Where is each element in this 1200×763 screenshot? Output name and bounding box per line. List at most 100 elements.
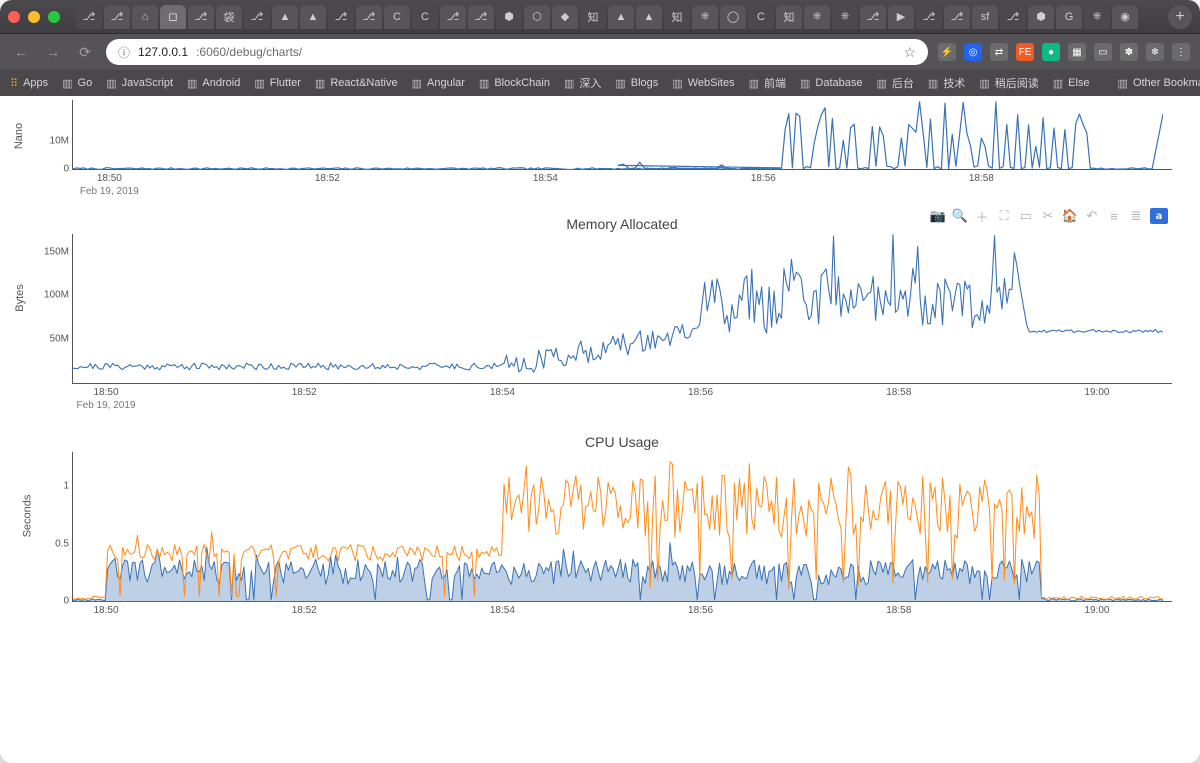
new-tab-button[interactable]: + (1168, 5, 1192, 29)
extension-icon[interactable]: ⚡ (938, 43, 956, 61)
bookmark-folder[interactable]: ▥Database (800, 75, 863, 91)
chart-tool-button[interactable]: 📷 (930, 208, 946, 224)
bookmark-folder[interactable]: ▥技术 (928, 75, 965, 91)
bookmark-folder[interactable]: ▥深入 (564, 75, 601, 91)
browser-tab[interactable]: C (748, 5, 774, 29)
chart-tool-button[interactable]: ▭ (1018, 208, 1034, 224)
chart-plot-area[interactable]: 010M18:50Feb 19, 201918:5218:5418:5618:5… (72, 100, 1172, 170)
other-bookmarks-button[interactable]: ▥Other Bookmarks (1118, 77, 1200, 90)
chart-tool-button[interactable]: ≡ (1106, 208, 1122, 224)
bookmark-folder[interactable]: ▥Else (1053, 75, 1090, 91)
browser-tab[interactable]: ◻︎ (160, 5, 186, 29)
browser-tab[interactable]: ⎈ (692, 5, 718, 29)
browser-tab[interactable]: ⌂ (132, 5, 158, 29)
browser-tab[interactable]: G (1056, 5, 1082, 29)
extension-icon[interactable]: ▦ (1068, 43, 1086, 61)
browser-tab[interactable]: ⎇ (188, 5, 214, 29)
browser-tab[interactable]: ⎇ (76, 5, 102, 29)
extension-icon[interactable]: ⇄ (990, 43, 1008, 61)
minimize-window-button[interactable] (28, 11, 40, 23)
site-info-icon[interactable]: ⓘ (118, 44, 130, 61)
browser-tab[interactable]: ▲ (608, 5, 634, 29)
browser-tab[interactable]: ▲ (300, 5, 326, 29)
browser-tab[interactable]: ⬢ (1028, 5, 1054, 29)
browser-tab[interactable]: ◯ (720, 5, 746, 29)
page-content: Nano 010M18:50Feb 19, 201918:5218:5418:5… (0, 96, 1200, 763)
bookmark-folder[interactable]: ▥Flutter (254, 75, 301, 91)
browser-tab[interactable]: 知 (580, 5, 606, 29)
bookmarks-bar: ⠿Apps ▥Go ▥JavaScript ▥Android ▥Flutter ▥Rea… (0, 70, 1200, 96)
browser-tab[interactable]: ⎇ (944, 5, 970, 29)
bookmark-folder[interactable]: ▥WebSites (672, 75, 734, 91)
browser-tab[interactable]: sf (972, 5, 998, 29)
browser-tab[interactable]: ⬢ (496, 5, 522, 29)
bookmark-folder[interactable]: ▥后台 (877, 75, 914, 91)
browser-tab[interactable]: ▶ (888, 5, 914, 29)
bookmark-folder[interactable]: ▥Go (62, 75, 92, 91)
browser-tab[interactable]: ⎇ (440, 5, 466, 29)
extension-icon[interactable]: ⋮ (1172, 43, 1190, 61)
tab-list: ⎇⎇⌂◻︎⎇袋⎇▲▲⎇⎇CC⎇⎇⬢⬡◆知▲▲知⎈◯C知⎈⎈⎇▶⎇⎇sf⎇⬢G⎈◉ (76, 5, 1156, 29)
browser-tab[interactable]: ◉ (1112, 5, 1138, 29)
nav-forward-button[interactable]: → (42, 41, 64, 63)
chart-nanoseconds: Nano 010M18:50Feb 19, 201918:5218:5418:5… (0, 96, 1200, 176)
browser-tab[interactable]: 袋 (216, 5, 242, 29)
bookmark-folder[interactable]: ▥Blogs (615, 75, 658, 91)
browser-tab[interactable]: ⎇ (244, 5, 270, 29)
browser-tab[interactable]: 知 (664, 5, 690, 29)
browser-tabstrip: ⎇⎇⌂◻︎⎇袋⎇▲▲⎇⎇CC⎇⎇⬢⬡◆知▲▲知⎈◯C知⎈⎈⎇▶⎇⎇sf⎇⬢G⎈◉… (0, 0, 1200, 34)
extension-icon[interactable]: FE (1016, 43, 1034, 61)
close-window-button[interactable] (8, 11, 20, 23)
browser-tab[interactable]: ⎈ (1084, 5, 1110, 29)
bookmark-folder[interactable]: ▥稍后阅读 (979, 75, 1038, 91)
maximize-window-button[interactable] (48, 11, 60, 23)
apps-button[interactable]: ⠿Apps (10, 77, 48, 90)
browser-tab[interactable]: 知 (776, 5, 802, 29)
chart-tool-button[interactable]: ✂ (1040, 208, 1056, 224)
extension-icon[interactable]: ◎ (964, 43, 982, 61)
chart-memory: 📷🔍＋⛶▭✂🏠↶≡≣𝗮 Memory Allocated Bytes 50M10… (0, 206, 1200, 390)
chart-cpu: CPU Usage Seconds usersys 00.5118:5018:5… (0, 424, 1200, 608)
chart-tool-button[interactable]: ↶ (1084, 208, 1100, 224)
nav-back-button[interactable]: ← (10, 41, 32, 63)
chart-tool-button[interactable]: ⛶ (996, 208, 1012, 224)
bookmark-folder[interactable]: ▥React&Native (315, 75, 398, 91)
bookmark-folder[interactable]: ▥前端 (749, 75, 786, 91)
browser-tab[interactable]: ▲ (636, 5, 662, 29)
extension-icon[interactable]: ✽ (1120, 43, 1138, 61)
browser-tab[interactable]: C (384, 5, 410, 29)
browser-tab[interactable]: ◆ (552, 5, 578, 29)
extension-icon[interactable]: ▭ (1094, 43, 1112, 61)
extension-icon[interactable]: ❄ (1146, 43, 1164, 61)
bookmark-folder[interactable]: ▥Android (187, 75, 240, 91)
chart-tool-button-active[interactable]: 𝗮 (1150, 208, 1168, 224)
apps-label: Apps (23, 77, 48, 89)
chart-title: CPU Usage (72, 428, 1172, 452)
chart-tool-button[interactable]: ＋ (974, 208, 990, 224)
chart-tool-button[interactable]: ≣ (1128, 208, 1144, 224)
browser-tab[interactable]: ⎇ (356, 5, 382, 29)
bookmark-folder[interactable]: ▥JavaScript (106, 75, 173, 91)
bookmark-star-button[interactable]: ☆ (903, 44, 916, 61)
browser-tab[interactable]: C (412, 5, 438, 29)
browser-tab[interactable]: ⎈ (832, 5, 858, 29)
bookmark-folder[interactable]: ▥BlockChain (479, 75, 550, 91)
browser-tab[interactable]: ⎇ (860, 5, 886, 29)
browser-tab[interactable]: ⎇ (328, 5, 354, 29)
browser-tab[interactable]: ⎈ (804, 5, 830, 29)
browser-tab[interactable]: ▲ (272, 5, 298, 29)
bookmark-folder[interactable]: ▥Angular (412, 75, 465, 91)
chart-tool-button[interactable]: 🏠 (1062, 208, 1078, 224)
browser-tab[interactable]: ⎇ (916, 5, 942, 29)
browser-tab[interactable]: ⎇ (468, 5, 494, 29)
chart-plot-area[interactable]: 50M100M150M18:50Feb 19, 201918:5218:5418… (72, 234, 1172, 384)
chart-tool-button[interactable]: 🔍 (952, 208, 968, 224)
browser-tab[interactable]: ⎇ (104, 5, 130, 29)
browser-tab[interactable]: ⬡ (524, 5, 550, 29)
url-input[interactable]: ⓘ 127.0.0.1:6060/debug/charts/ ☆ (106, 39, 928, 65)
chart-plot-area[interactable]: 00.5118:5018:5218:5418:5618:5819:00 (72, 452, 1172, 602)
extension-icon[interactable]: ● (1042, 43, 1060, 61)
browser-tab[interactable]: ⎇ (1000, 5, 1026, 29)
nav-reload-button[interactable]: ⟳ (74, 41, 96, 63)
extension-icons: ⚡ ◎ ⇄ FE ● ▦ ▭ ✽ ❄ ⋮ (938, 43, 1190, 61)
